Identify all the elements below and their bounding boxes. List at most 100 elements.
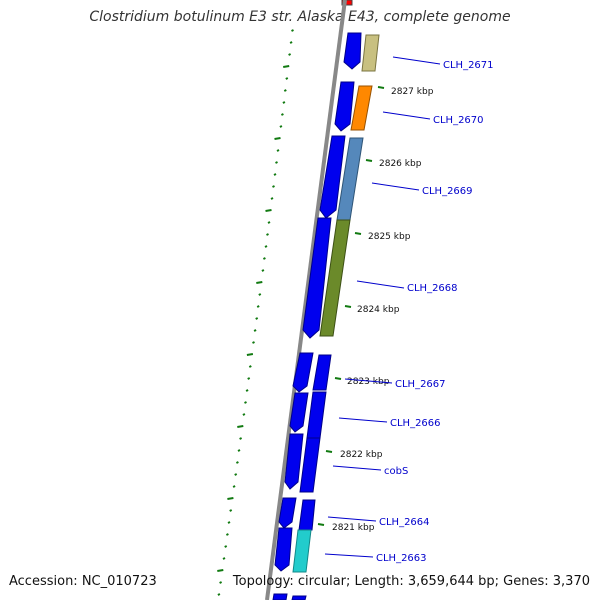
gene-label-clh-2664[interactable]: CLH_2664 (379, 517, 430, 528)
label-leader-line (324, 553, 374, 558)
label-leader-line (392, 56, 441, 65)
minor-tick (217, 593, 221, 596)
gene-block-clh-2663 (292, 529, 312, 573)
minor-tick (252, 341, 255, 344)
minor-tick (256, 305, 260, 308)
minor-tick (248, 365, 252, 368)
minor-tick (270, 197, 274, 200)
minor-tick (222, 557, 226, 560)
minor-tick (288, 53, 292, 56)
minor-tick (245, 389, 249, 392)
label-leader-line (344, 378, 393, 384)
major-tick (283, 65, 290, 68)
gene-label-clh-2671[interactable]: CLH_2671 (443, 60, 494, 71)
minor-tick (272, 185, 275, 188)
label-leader-line (356, 280, 405, 289)
minor-tick (261, 269, 265, 272)
kbp-label: 2826 kbp (379, 159, 422, 169)
cds-forward (278, 497, 297, 529)
kbp-label: 2825 kbp (368, 232, 411, 242)
minor-tick (219, 581, 223, 584)
minor-tick (285, 77, 289, 80)
cds-forward (272, 593, 288, 600)
minor-tick (253, 329, 257, 332)
gene-block-bottom (291, 595, 307, 600)
gene-block-clh-2666 (306, 391, 327, 439)
label-leader-line (327, 516, 377, 522)
position-tick (365, 159, 373, 162)
position-ticks (317, 86, 385, 526)
major-tick (227, 497, 234, 500)
kbp-label: 2824 kbp (357, 305, 400, 315)
minor-tick (255, 317, 259, 320)
gene-label-clh-2667[interactable]: CLH_2667 (395, 379, 446, 390)
cds-forward (319, 135, 346, 219)
gene-block-clh-2664 (298, 499, 316, 531)
minor-tick (279, 125, 283, 128)
gene-label-clh-2666[interactable]: CLH_2666 (390, 418, 441, 429)
minor-tick (229, 509, 233, 512)
minor-tick (242, 413, 246, 416)
position-tick (354, 232, 362, 235)
gene-label-clh-2669[interactable]: CLH_2669 (422, 186, 473, 197)
gene-label-clh-2668[interactable]: CLH_2668 (407, 283, 458, 294)
gene-track (291, 34, 380, 600)
gene-label-clh-2663[interactable]: CLH_2663 (376, 553, 427, 564)
major-tick (246, 353, 254, 356)
major-tick (256, 281, 263, 284)
gene-label-clh-2670[interactable]: CLH_2670 (433, 115, 484, 126)
minor-tick (276, 149, 280, 152)
gene-label-cobs[interactable]: cobS (384, 466, 408, 477)
label-leader-line (332, 465, 382, 471)
cds-forward (334, 81, 355, 132)
cds-forward (284, 433, 304, 490)
minor-tick (234, 473, 238, 476)
minor-tick (266, 233, 269, 236)
minor-tick (239, 437, 243, 440)
major-tick (265, 209, 272, 212)
minor-tick (258, 293, 262, 296)
gene-block-clh-2671 (361, 34, 380, 72)
kbp-label: 2827 kbp (391, 87, 434, 97)
gene-label-lines (324, 56, 441, 558)
minor-tick (244, 401, 247, 404)
forward-strand-track (272, 32, 362, 600)
minor-tick (291, 29, 294, 32)
top-highlight (341, 0, 353, 6)
gene-block-clh-2667 (312, 354, 332, 391)
gene-block-clh-2670 (350, 85, 373, 131)
cds-forward (343, 32, 362, 70)
major-tick (217, 569, 224, 572)
map-title: Clostridium botulinum E3 str. Alaska E43… (89, 9, 511, 25)
minor-tick (225, 533, 229, 536)
minor-tick (235, 461, 239, 464)
major-tick (237, 425, 244, 428)
kbp-label: 2822 kbp (340, 450, 383, 460)
position-tick (344, 305, 352, 308)
minor-tick (275, 161, 278, 164)
minor-tick (267, 221, 271, 224)
cds-forward (274, 527, 293, 572)
position-tick (377, 86, 385, 89)
minor-tick (289, 41, 293, 44)
minor-tick (264, 245, 268, 248)
label-leader-line (382, 111, 431, 120)
gene-block-clh-2668 (319, 219, 351, 337)
tick-track (217, 29, 294, 596)
minor-tick (262, 257, 266, 260)
cds-forward (289, 392, 309, 433)
kbp-label: 2821 kbp (332, 523, 375, 533)
position-tick (317, 523, 325, 526)
position-tick (325, 450, 333, 453)
minor-tick (227, 521, 231, 524)
kbp-label: 2823 kbp (347, 377, 390, 387)
minor-tick (273, 173, 277, 176)
cds-forward (302, 217, 332, 339)
minor-tick (232, 485, 236, 488)
gene-block-cobs (299, 437, 321, 493)
minor-tick (247, 377, 251, 380)
minor-tick (237, 449, 241, 452)
genome-backbone (265, 0, 347, 600)
